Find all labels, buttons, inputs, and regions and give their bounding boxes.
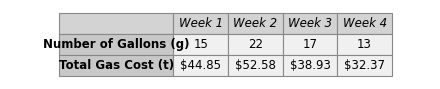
Text: Week 4: Week 4	[342, 17, 387, 30]
Bar	[282, 13, 337, 34]
Bar	[59, 34, 173, 55]
Text: 13: 13	[357, 38, 372, 51]
Bar	[228, 34, 282, 55]
Bar	[228, 55, 282, 76]
Text: Week 3: Week 3	[288, 17, 332, 30]
Text: Week 2: Week 2	[233, 17, 277, 30]
Text: 22: 22	[248, 38, 263, 51]
Text: Week 1: Week 1	[179, 17, 223, 30]
Text: $38.93: $38.93	[290, 59, 330, 72]
Bar	[228, 13, 282, 34]
Bar	[173, 55, 228, 76]
Text: $52.58: $52.58	[235, 59, 276, 72]
Text: Number of Gallons (g): Number of Gallons (g)	[43, 38, 190, 51]
Bar	[337, 34, 392, 55]
Bar	[282, 34, 337, 55]
Bar	[173, 13, 228, 34]
Text: $32.37: $32.37	[344, 59, 385, 72]
Text: $44.85: $44.85	[180, 59, 221, 72]
Bar	[173, 34, 228, 55]
Bar	[337, 13, 392, 34]
Text: 17: 17	[302, 38, 317, 51]
Bar	[59, 55, 173, 76]
Text: 15: 15	[193, 38, 208, 51]
Text: Total Gas Cost (t): Total Gas Cost (t)	[59, 59, 174, 72]
Bar	[59, 13, 173, 34]
Bar	[282, 55, 337, 76]
Bar	[337, 55, 392, 76]
